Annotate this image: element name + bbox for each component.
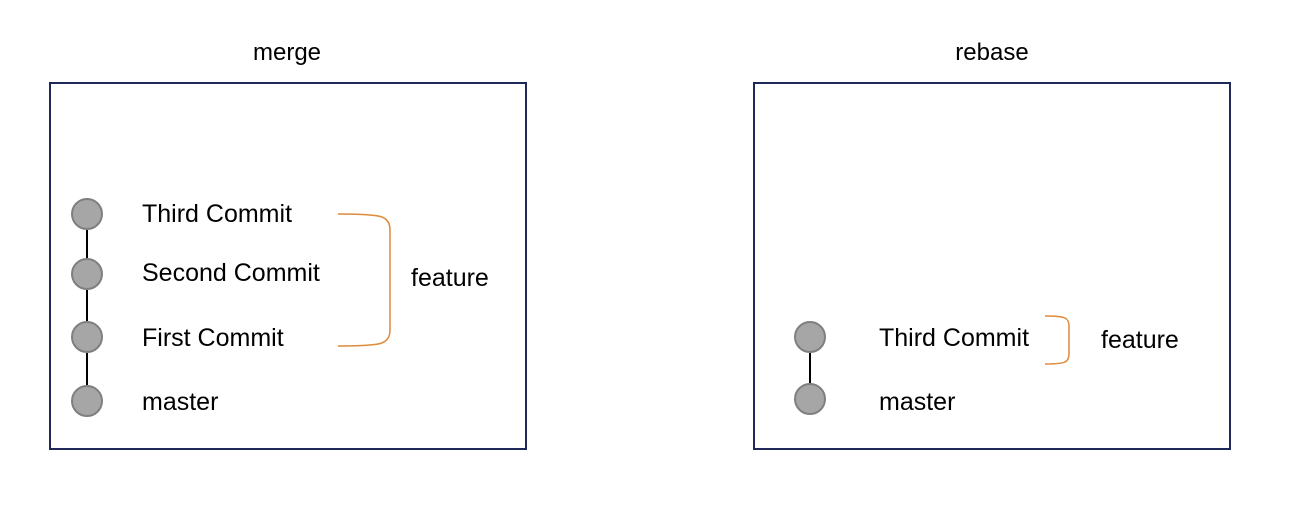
commit-label-third: Third Commit	[142, 200, 293, 228]
commit-label-third: Third Commit	[879, 324, 1030, 352]
feature-branch-label: feature	[1101, 326, 1179, 354]
feature-bracket	[337, 213, 391, 347]
feature-branch-label: feature	[411, 264, 489, 292]
commit-label-master: master	[142, 388, 219, 416]
merge-frame	[49, 82, 527, 450]
merge-edge-second-first	[86, 290, 88, 321]
commit-node	[71, 321, 103, 353]
commit-node	[71, 198, 103, 230]
merge-title: merge	[252, 39, 322, 66]
rebase-frame	[753, 82, 1231, 450]
rebase-edge-third-master	[809, 353, 811, 385]
commit-label-master: master	[879, 388, 956, 416]
commit-node	[794, 321, 826, 353]
feature-bracket	[1044, 315, 1070, 365]
commit-label-first: First Commit	[142, 324, 284, 352]
merge-edge-third-second	[86, 230, 88, 258]
merge-edge-first-master	[86, 353, 88, 385]
commit-node	[71, 258, 103, 290]
master-node	[794, 383, 826, 415]
rebase-title: rebase	[955, 39, 1029, 66]
master-node	[71, 385, 103, 417]
commit-label-second: Second Commit	[142, 259, 320, 287]
